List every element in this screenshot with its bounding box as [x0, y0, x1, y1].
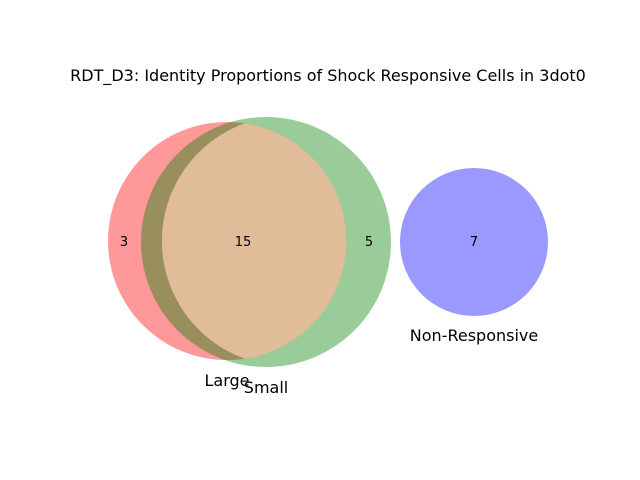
region-value-large-small: 15 [235, 235, 252, 250]
venn-circle-non-responsive [400, 168, 548, 316]
venn-overlap-large-small [161, 123, 347, 359]
set-label-large: Large [204, 371, 249, 390]
region-value-small-only: 5 [365, 235, 373, 250]
region-value-large-only: 3 [120, 235, 128, 250]
set-label-non-responsive: Non-Responsive [410, 326, 538, 345]
region-value-non-responsive: 7 [470, 235, 478, 250]
chart-title: RDT_D3: Identity Proportions of Shock Re… [70, 66, 586, 86]
set-label-small: Small [244, 378, 288, 397]
